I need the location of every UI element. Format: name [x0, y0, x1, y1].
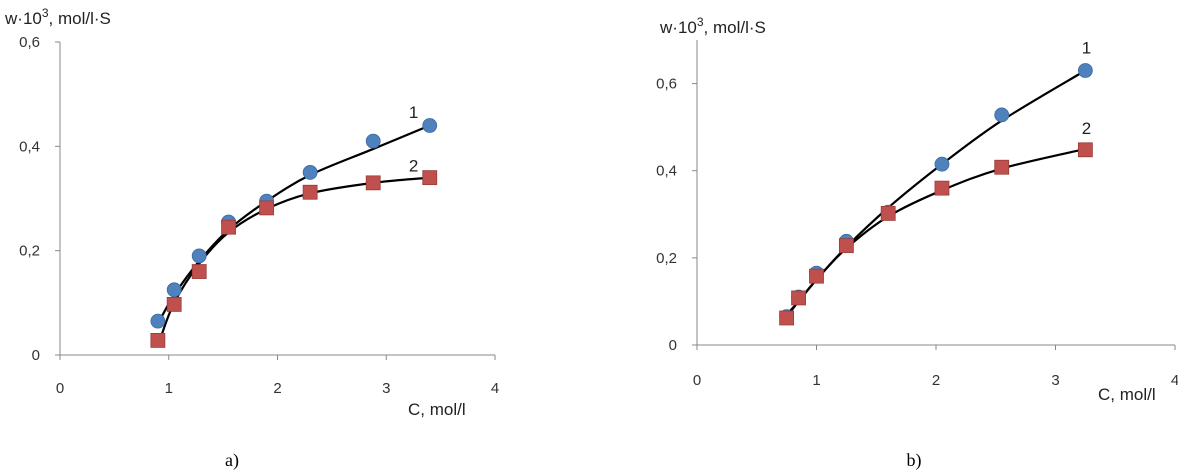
fit-curve-2 [785, 147, 1086, 318]
data-point-series-1 [934, 156, 950, 172]
data-point-series-1 [191, 248, 207, 264]
data-point-series-2 [791, 290, 806, 306]
curve-label-2: 2 [409, 156, 418, 175]
curve-label-2: 2 [1082, 119, 1091, 138]
x-axis-title: C, mol/l [1098, 385, 1156, 404]
panel-label: a) [225, 450, 239, 470]
data-point-series-1 [365, 133, 381, 149]
data-point-series-1 [422, 118, 438, 133]
y-tick-label: 0,2 [656, 250, 677, 267]
data-point-series-2 [365, 175, 381, 191]
x-tick-label: 0 [56, 380, 64, 397]
x-axis-title: C, mol/l [408, 400, 466, 419]
data-point-series-1 [150, 313, 166, 329]
x-tick-label: 4 [491, 380, 499, 397]
y-tick-label: 0,6 [656, 76, 677, 93]
x-tick-label: 1 [812, 372, 820, 389]
data-point-series-2 [302, 184, 318, 200]
chart-panel-b: 0 0,2 0,4 0,6 0 1 2 3 4 w·103, mol/l·S C, mol/l 1 2 b… [656, 15, 1178, 470]
data-point-series-2 [150, 332, 166, 348]
data-point-series-2 [422, 170, 438, 186]
y-tick-label: 0,6 [19, 34, 40, 51]
y-tick-label: 0 [32, 347, 40, 364]
data-point-series-2 [838, 238, 854, 254]
x-tick-label: 1 [165, 380, 173, 397]
x-tick-label: 2 [273, 380, 281, 397]
x-tick-label: 2 [932, 372, 940, 389]
panel-label: b) [907, 450, 922, 470]
x-tick-label: 4 [1171, 372, 1178, 389]
curve-label-1: 1 [1082, 38, 1091, 57]
data-point-series-2 [809, 268, 824, 284]
y-tick-label: 0,4 [656, 163, 677, 180]
y-tick-label: 0 [669, 337, 677, 354]
y-axis-title: w·103, mol/l·S [659, 15, 766, 37]
x-tick-label: 3 [382, 380, 390, 397]
data-point-series-2 [221, 219, 236, 235]
data-point-series-2 [779, 310, 795, 326]
data-point-series-1 [994, 107, 1010, 123]
data-point-series-2 [934, 180, 950, 196]
y-tick-label: 0,2 [19, 243, 40, 260]
x-tick-label: 3 [1051, 372, 1059, 389]
data-point-series-2 [259, 200, 275, 216]
data-point-series-2 [1077, 142, 1093, 158]
data-point-series-2 [191, 264, 207, 279]
data-point-series-1 [166, 282, 182, 298]
fit-curve-1 [156, 124, 431, 325]
y-tick-label: 0,4 [19, 138, 40, 155]
x-tick-label: 0 [693, 372, 701, 389]
chart-panel-a: 0 0,2 0,4 0,6 0 1 2 3 4 w·103, mol/l·S C, mol/l 1 2 a… [4, 6, 499, 470]
data-point-series-2 [994, 159, 1010, 175]
data-point-series-2 [166, 296, 182, 312]
curve-label-1: 1 [409, 103, 418, 122]
y-axis-title: w·103, mol/l·S [4, 6, 111, 28]
data-point-series-2 [880, 206, 896, 221]
data-point-series-1 [1077, 63, 1093, 78]
data-point-series-1 [302, 165, 318, 180]
